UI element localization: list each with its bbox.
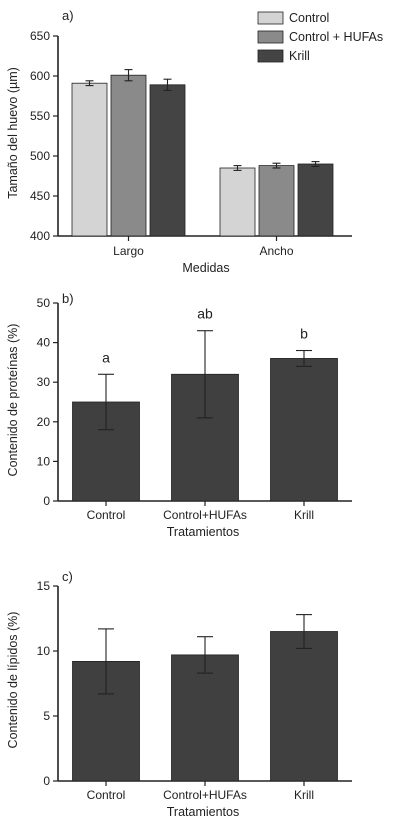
panel-b-y-tick-label: 0 <box>43 494 50 508</box>
chart-panel-a: a) Tamaño del huevo (µm) Medidas 400 450 5… <box>6 8 383 275</box>
panel-a-bar <box>297 163 334 237</box>
panel-b-y-tick-label: 20 <box>37 415 51 429</box>
panel-a-label: a) <box>62 8 74 23</box>
panel-c-bar <box>270 631 338 782</box>
panel-a-bar <box>258 165 295 237</box>
panel-a-y-tick-label: 600 <box>30 69 50 83</box>
panel-a-x-axis-title: Medidas <box>182 261 229 275</box>
chart-panel-b: b) Contenido de proteínas (%) Tratamient… <box>6 291 352 539</box>
panel-b-plot: 0 10 20 30 40 50 Control a Control+HUFAs ab Krill b <box>37 296 352 522</box>
panel-c-y-tick-label: 5 <box>43 709 50 723</box>
panel-c-x-axis-title: Tratamientos <box>167 805 239 819</box>
panel-b-significance-letter: b <box>300 326 308 342</box>
panel-b-y-tick-label: 10 <box>37 454 51 468</box>
panel-a-legend: Control Control + HUFAs Krill <box>257 11 383 63</box>
panel-b-label: b) <box>62 291 74 306</box>
legend-label-control-hufas: Control + HUFAs <box>289 30 383 44</box>
legend-swatch-control <box>257 11 284 25</box>
panel-a-y-tick-label: 650 <box>30 29 50 43</box>
panel-a-category-label: Ancho <box>259 244 293 258</box>
panel-c-y-tick-label: 15 <box>37 579 51 593</box>
panel-c-y-tick-label: 0 <box>43 774 50 788</box>
panel-a-y-tick-label: 500 <box>30 149 50 163</box>
panel-a-y-tick-label: 450 <box>30 189 50 203</box>
panel-b-y-tick-label: 30 <box>37 375 51 389</box>
panel-b-y-tick-label: 40 <box>37 336 51 350</box>
panel-c-y-tick-label: 10 <box>37 644 51 658</box>
panel-a-bar <box>219 167 256 237</box>
panel-b-significance-letter: a <box>102 349 110 365</box>
panel-b-category-label: Control <box>87 508 126 522</box>
legend-swatch-control-hufas <box>257 30 284 44</box>
panel-c-label: c) <box>62 569 73 584</box>
panel-c-category-label: Krill <box>294 788 314 802</box>
panel-b-category-label: Krill <box>294 508 314 522</box>
panel-c-bar <box>171 654 239 782</box>
panel-a-y-axis-title: Tamaño del huevo (µm) <box>6 67 20 199</box>
panel-a-category-label: Largo <box>113 244 144 258</box>
panel-b-x-axis-title: Tratamientos <box>167 525 239 539</box>
panel-c-y-axis-title: Contenido de lípidos (%) <box>6 612 20 749</box>
legend-swatch-krill <box>257 49 284 63</box>
panel-b-significance-letter: ab <box>197 306 213 322</box>
legend-label-control: Control <box>289 11 329 25</box>
panel-a-bar <box>71 82 108 237</box>
panel-a-bar <box>110 74 147 237</box>
panel-a-y-tick-label: 400 <box>30 229 50 243</box>
chart-panel-c: c) Contenido de lípidos (%) Tratamientos… <box>6 569 352 819</box>
legend-label-krill: Krill <box>289 49 310 63</box>
panel-c-category-label: Control+HUFAs <box>163 788 247 802</box>
panel-c-category-label: Control <box>87 788 126 802</box>
panel-b-bar <box>270 358 338 502</box>
panel-b-y-tick-label: 50 <box>37 296 51 310</box>
panel-b-category-label: Control+HUFAs <box>163 508 247 522</box>
panel-c-plot: 0 5 10 15 Control Control+HUFAs Krill <box>37 579 352 802</box>
panel-a-bar <box>149 84 186 237</box>
panel-a-y-tick-label: 550 <box>30 109 50 123</box>
panel-a-plot: 400 450 500 550 600 650 Largo Ancho <box>30 29 352 258</box>
panel-b-y-axis-title: Contenido de proteínas (%) <box>6 324 20 477</box>
